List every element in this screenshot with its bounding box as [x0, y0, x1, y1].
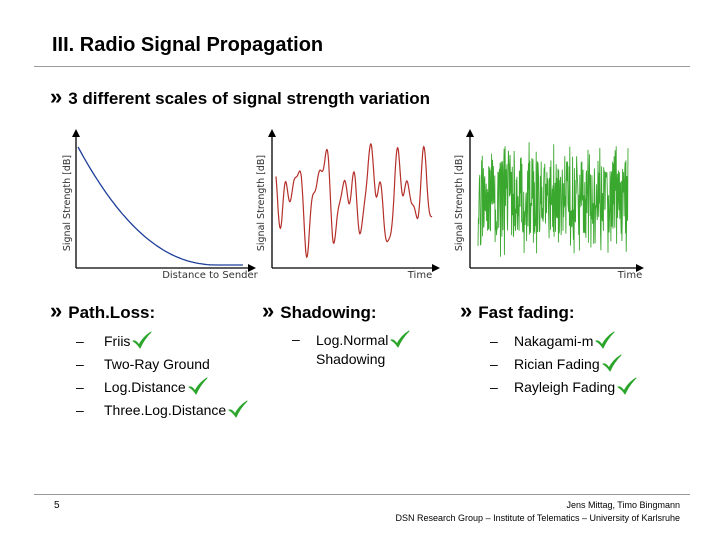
- main-bullet: » 3 different scales of signal strength …: [50, 86, 430, 109]
- y-axis-label: Signal Strength [dB]: [62, 155, 73, 251]
- page-number: 5: [54, 500, 60, 511]
- x-axis-label: Time: [617, 270, 642, 281]
- slide-title: III. Radio Signal Propagation: [52, 34, 324, 56]
- shadowing-list: – Log.Normal Shadowing: [292, 330, 411, 369]
- list-item: – Log.Normal Shadowing: [292, 330, 411, 369]
- checkmark-icon: [228, 400, 248, 418]
- footer-group: DSN Research Group – Institute of Telema…: [395, 513, 680, 523]
- list-item: – Two-Ray Ground: [76, 353, 249, 376]
- item-text: Nakagami-m: [514, 333, 594, 349]
- x-axis-arrow-icon: [432, 264, 440, 272]
- y-axis-label: Signal Strength [dB]: [256, 155, 267, 251]
- footer-divider: [34, 494, 690, 495]
- checkmark-icon: [617, 377, 637, 395]
- bullet-icon: »: [50, 298, 63, 323]
- y-axis-arrow-icon: [466, 129, 474, 137]
- x-axis-arrow-icon: [636, 264, 644, 272]
- list-item: – Rician Fading: [490, 353, 638, 376]
- dash: –: [490, 379, 498, 395]
- fast-fading-curve: [477, 142, 629, 257]
- checkmark-icon: [602, 354, 622, 372]
- y-axis-label: Signal Strength [dB]: [454, 155, 465, 251]
- heading-text: Path.Loss:: [68, 303, 156, 322]
- list-item: – Rayleigh Fading: [490, 376, 638, 399]
- heading-text: Fast fading:: [478, 303, 575, 322]
- checkmark-icon: [132, 331, 152, 349]
- x-axis-label: Time: [407, 270, 432, 281]
- checkmark-icon: [595, 331, 615, 349]
- fast-fading-heading: » Fast fading:: [460, 300, 575, 323]
- shadowing-heading: » Shadowing:: [262, 300, 377, 323]
- checkmark-icon: [390, 330, 410, 348]
- y-axis-arrow-icon: [268, 129, 276, 137]
- item-text: Rician Fading: [514, 356, 600, 372]
- list-item: – Three.Log.Distance: [76, 399, 249, 422]
- x-axis-arrow-icon: [248, 264, 256, 272]
- fast-fading-list: – Nakagami-m – Rician Fading – Rayleigh Fad…: [490, 330, 638, 399]
- item-text: Three.Log.Distance: [104, 402, 227, 418]
- shadowing-plot: Signal Strength [dB] Time: [256, 129, 440, 281]
- dash: –: [292, 331, 300, 347]
- dash: –: [490, 333, 498, 349]
- bullet-icon: »: [50, 84, 63, 109]
- dash: –: [76, 379, 84, 395]
- dash: –: [76, 356, 84, 372]
- heading-text: Shadowing:: [280, 303, 377, 322]
- title-divider: [34, 66, 690, 67]
- main-bullet-text: 3 different scales of signal strength va…: [68, 89, 431, 108]
- item-text: Two-Ray Ground: [104, 356, 210, 372]
- bullet-icon: »: [460, 298, 473, 323]
- dash: –: [76, 333, 84, 349]
- bullet-icon: »: [262, 298, 275, 323]
- dash: –: [76, 402, 84, 418]
- list-item: – Log.Distance: [76, 376, 249, 399]
- path-loss-list: – Friis – Two-Ray Ground – Log.Distance – Th…: [76, 330, 249, 422]
- list-item: – Nakagami-m: [490, 330, 638, 353]
- item-text: Log.Normal: [316, 332, 389, 348]
- fast-fading-plot: Signal Strength [dB] Time: [454, 129, 644, 281]
- path-loss-plot: Signal Strength [dB] Distance to Sender: [62, 129, 259, 281]
- shadowing-curve: [275, 143, 433, 259]
- list-item: – Friis: [76, 330, 249, 353]
- item-text-continued: Shadowing: [316, 351, 386, 367]
- footer-authors: Jens Mittag, Timo Bingmann: [566, 500, 680, 510]
- path-loss-heading: » Path.Loss:: [50, 300, 155, 323]
- x-axis-label: Distance to Sender: [162, 270, 258, 281]
- item-text: Rayleigh Fading: [514, 379, 616, 395]
- item-text: Log.Distance: [104, 379, 186, 395]
- path-loss-curve: [77, 146, 243, 266]
- item-text: Friis: [104, 333, 131, 349]
- checkmark-icon: [188, 377, 208, 395]
- y-axis-arrow-icon: [72, 129, 80, 137]
- dash: –: [490, 356, 498, 372]
